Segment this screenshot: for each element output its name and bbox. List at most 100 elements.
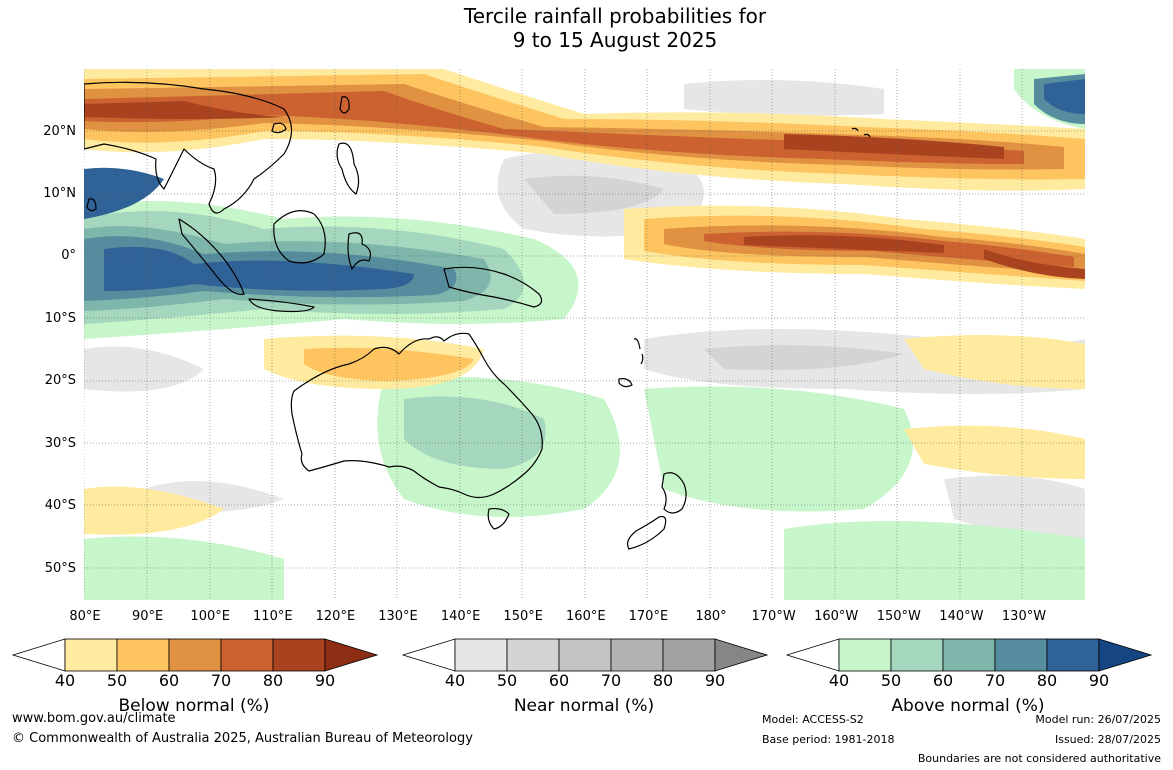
model-text: Model: ACCESS-S2	[762, 713, 864, 726]
hainan-outline	[271, 122, 287, 134]
colorbar-tick-label: 90	[704, 671, 726, 690]
base-period-text: Base period: 1981-2018	[762, 733, 895, 746]
vanuatu-outline	[633, 338, 644, 365]
colorbar-segment	[220, 638, 274, 672]
title-line-2: 9 to 15 August 2025	[512, 28, 718, 52]
latitude-label: 20°S	[44, 373, 76, 388]
colorbar-tick-label: 80	[1036, 671, 1058, 690]
colorbar-tick-label: 60	[548, 671, 570, 690]
colorbar-min-triangle	[786, 638, 840, 672]
colorbar-segment	[610, 638, 664, 672]
above-normal-areas	[84, 69, 1085, 600]
longitude-label: 170°W	[751, 609, 796, 624]
borneo-outline	[273, 210, 326, 264]
colorbar-segment	[662, 638, 716, 672]
colorbar-segment	[942, 638, 996, 672]
colorbar-segment	[1046, 638, 1100, 672]
sumatra-outline	[178, 218, 245, 296]
colorbar-title: Near normal (%)	[513, 696, 655, 716]
longitude-label: 150°W	[876, 609, 921, 624]
latitude-label: 10°N	[43, 186, 76, 201]
colorbar-segment	[454, 638, 508, 672]
colorbar-tick-label: 50	[880, 671, 902, 690]
longitude-label: 90°E	[131, 609, 164, 624]
colorbar-min-triangle	[402, 638, 456, 672]
colorbar-max-triangle	[1098, 638, 1152, 672]
title-line-1: Tercile rainfall probabilities for	[463, 4, 767, 28]
rainfall-probability-map	[84, 69, 1085, 600]
longitude-label: 180°	[695, 609, 727, 624]
colorbar-tick-label: 70	[210, 671, 232, 690]
colorbar-segment	[272, 638, 326, 672]
graticule	[84, 69, 1085, 600]
sri-lanka-outline	[86, 198, 97, 212]
fiji-outline	[618, 378, 633, 388]
colorbar-segment	[116, 638, 170, 672]
colorbar-tick-label: 50	[106, 671, 128, 690]
latitude-label: 0°	[61, 248, 76, 263]
philippines-outline	[336, 142, 360, 195]
colorbar-title: Above normal (%)	[891, 696, 1045, 716]
longitude-label: 170°E	[628, 609, 669, 624]
longitude-label: 110°E	[253, 609, 293, 624]
latitude-label: 20°N	[43, 124, 76, 139]
colorbar-title: Below normal (%)	[118, 696, 270, 716]
issued-text: Issued: 28/07/2025	[1054, 733, 1161, 746]
colorbar-tick-label: 70	[984, 671, 1006, 690]
australia-outline	[290, 332, 543, 499]
longitude-label: 140°W	[939, 609, 984, 624]
colorbar-segment	[890, 638, 944, 672]
longitude-label: 160°W	[814, 609, 859, 624]
colorbar-tick-label: 60	[158, 671, 180, 690]
colorbar-tick-label: 70	[600, 671, 622, 690]
copyright-text: © Commonwealth of Australia 2025, Austra…	[12, 731, 473, 746]
colorbar-segment	[64, 638, 118, 672]
new-zealand-outline	[661, 472, 687, 514]
colorbar-tick-label: 80	[262, 671, 284, 690]
taiwan-outline	[339, 96, 350, 114]
map-title: Tercile rainfall probabilities for 9 to …	[0, 4, 1173, 52]
colorbar-segment	[558, 638, 612, 672]
new-zealand-south-outline	[626, 515, 667, 550]
colorbar	[402, 638, 768, 672]
sulawesi-outline	[347, 232, 372, 270]
colorbar-tick-label: 90	[314, 671, 336, 690]
longitude-label: 160°E	[566, 609, 606, 624]
colorbar-segment	[838, 638, 892, 672]
longitude-label: 150°E	[503, 609, 543, 624]
longitude-label: 100°E	[190, 609, 230, 624]
longitude-label: 120°E	[315, 609, 356, 624]
colorbar-tick-label: 80	[652, 671, 674, 690]
latitude-label: 30°S	[44, 436, 76, 451]
longitude-label: 130°E	[378, 609, 418, 624]
colorbar-tick-label: 90	[1088, 671, 1110, 690]
website-link[interactable]: www.bom.gov.au/climate	[12, 711, 176, 726]
colorbar-max-triangle	[714, 638, 768, 672]
colorbar-max-triangle	[324, 638, 378, 672]
latitude-label: 40°S	[44, 498, 76, 513]
southeast-asia-outline	[84, 81, 293, 214]
longitude-label: 80°E	[69, 609, 101, 624]
colorbar-tick-label: 40	[54, 671, 76, 690]
model-run-text: Model run: 26/07/2025	[1035, 713, 1161, 726]
colorbar-tick-label: 50	[496, 671, 518, 690]
colorbar-tick-label: 40	[444, 671, 466, 690]
latitude-label: 50°S	[44, 561, 76, 576]
coastlines	[84, 81, 871, 550]
colorbar-segment	[168, 638, 222, 672]
colorbar-segment	[506, 638, 560, 672]
latitude-label: 10°S	[44, 311, 76, 326]
disclaimer-text: Boundaries are not considered authoritat…	[917, 752, 1161, 765]
colorbar	[12, 638, 378, 672]
colorbar-tick-label: 60	[932, 671, 954, 690]
colorbar	[786, 638, 1152, 672]
java-outline	[248, 298, 315, 313]
colorbar-tick-label: 40	[828, 671, 850, 690]
colorbar-min-triangle	[12, 638, 66, 672]
tasmania-outline	[487, 507, 510, 530]
colorbar-segment	[994, 638, 1048, 672]
longitude-label: 140°E	[440, 609, 481, 624]
longitude-label: 130°W	[1001, 609, 1047, 624]
new-guinea-outline	[443, 266, 543, 308]
hawaii-outline	[851, 127, 871, 138]
